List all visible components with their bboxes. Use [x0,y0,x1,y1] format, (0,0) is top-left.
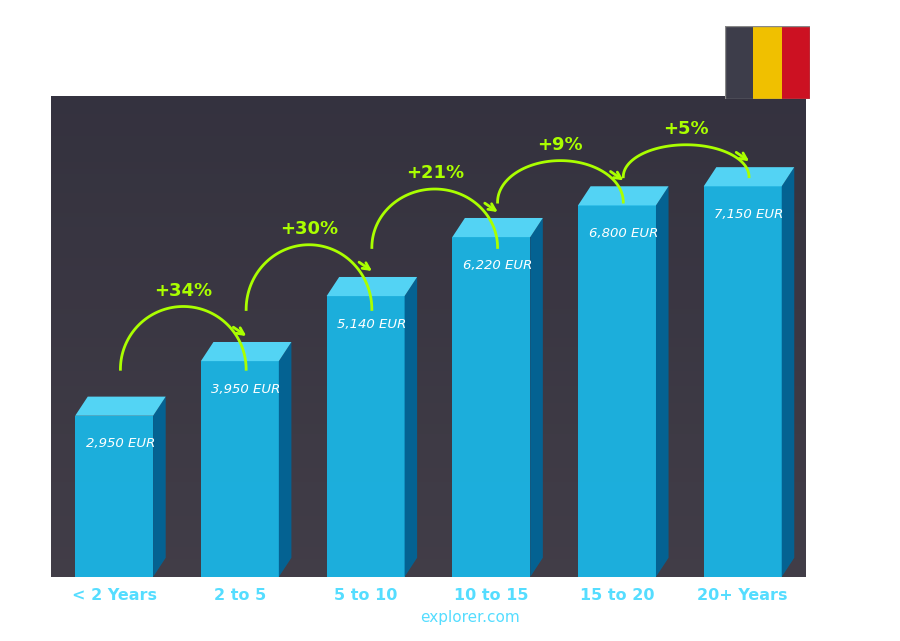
Polygon shape [327,296,404,577]
Polygon shape [76,416,153,577]
Text: +34%: +34% [154,282,212,300]
Text: +21%: +21% [406,165,464,183]
Text: Salary Comparison By Experience: Salary Comparison By Experience [45,16,596,44]
Polygon shape [704,167,795,187]
Polygon shape [781,26,810,99]
Polygon shape [453,237,530,577]
Text: 5,140 EUR: 5,140 EUR [338,318,407,331]
Polygon shape [530,218,543,577]
Polygon shape [404,277,417,577]
Text: 6,800 EUR: 6,800 EUR [589,227,658,240]
Polygon shape [153,397,166,577]
Polygon shape [656,187,669,577]
Text: +5%: +5% [663,121,709,138]
Text: salary: salary [366,610,418,625]
Polygon shape [578,187,669,205]
Polygon shape [76,397,166,416]
Text: 6,220 EUR: 6,220 EUR [463,259,532,272]
Text: +30%: +30% [280,221,338,238]
Polygon shape [704,187,782,577]
Text: explorer.com: explorer.com [420,610,520,625]
Text: Average Monthly Salary: Average Monthly Salary [871,250,884,391]
Text: 2,950 EUR: 2,950 EUR [86,437,155,451]
Polygon shape [782,167,795,577]
Polygon shape [201,361,279,577]
Polygon shape [753,26,781,99]
Polygon shape [453,218,543,237]
Polygon shape [724,26,753,99]
Text: 7,150 EUR: 7,150 EUR [715,208,784,221]
Polygon shape [578,205,656,577]
Polygon shape [327,277,417,296]
Text: Corrosion Engineer: Corrosion Engineer [45,54,223,74]
Text: 3,950 EUR: 3,950 EUR [212,383,281,395]
Polygon shape [279,342,292,577]
Text: +9%: +9% [537,136,583,154]
Polygon shape [201,342,292,361]
